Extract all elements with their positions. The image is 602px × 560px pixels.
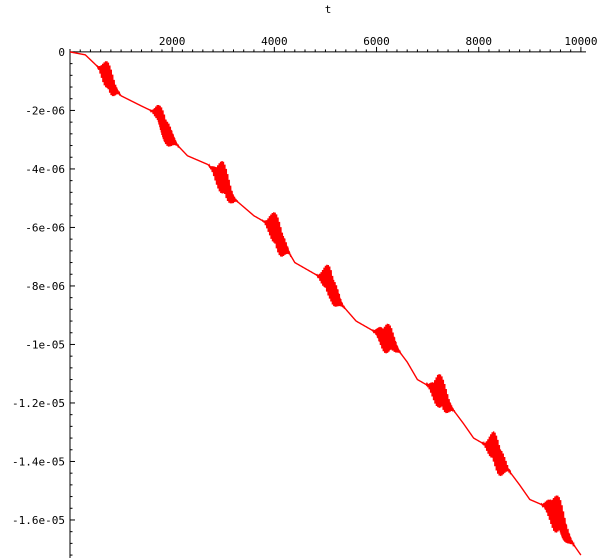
x-tick-label: 6000 [363,35,390,48]
y-tick-label: -8e-06 [25,280,65,293]
x-ticks: 2000 4000 6000 8000 10000 [69,35,597,52]
y-tick-label: -6e-06 [25,221,65,234]
x-tick-label: 4000 [261,35,288,48]
x-tick-label: 2000 [159,35,186,48]
y-ticks: 0 -2e-06 -4e-06 -6e-06 -8e-06 -1e-05 -1.2e-05 -… [12,46,75,556]
y-tick-label: -1e-05 [25,338,65,351]
series-line [69,51,582,556]
grid-and-axes [69,49,586,558]
x-tick-label: 8000 [465,35,492,48]
y-tick-label: 0 [58,46,65,59]
y-tick-label: -4e-06 [25,163,65,176]
x-axis-title: t [325,3,332,16]
y-tick-label: -1.6e-05 [12,514,65,527]
x-tick-label: 10000 [564,35,597,48]
y-tick-label: -2e-06 [25,104,65,117]
y-tick-label: -1.4e-05 [12,455,65,468]
y-tick-label: -1.2e-05 [12,397,65,410]
